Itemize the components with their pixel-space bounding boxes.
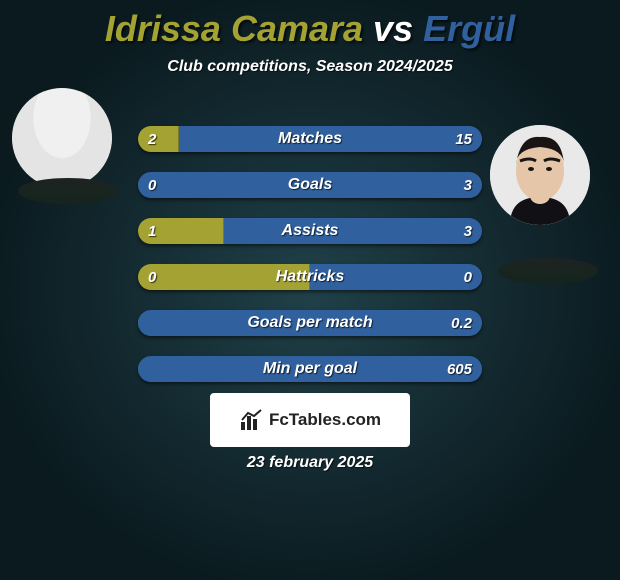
date-text: 23 february 2025 [0, 454, 620, 472]
stat-label: Hattricks [138, 264, 482, 290]
stat-row: 0.2Goals per match [138, 310, 482, 336]
stat-row: 13Assists [138, 218, 482, 244]
stat-row: 00Hattricks [138, 264, 482, 290]
subtitle: Club competitions, Season 2024/2025 [0, 58, 620, 76]
stat-row: 605Min per goal [138, 356, 482, 382]
stat-bars: 215Matches 03Goals 13Assists 00Hattricks 0.2… [138, 126, 482, 402]
stat-label: Matches [138, 126, 482, 152]
stat-label: Goals [138, 172, 482, 198]
player2-avatar [490, 125, 590, 225]
vs-text: vs [373, 8, 413, 49]
avatar-face-icon [490, 125, 590, 225]
player1-avatar [12, 88, 112, 188]
bars-icon [239, 408, 263, 432]
stat-row: 03Goals [138, 172, 482, 198]
player2-shadow [498, 258, 598, 284]
comparison-card: Idrissa Camara vs Ergül Club competition… [0, 0, 620, 580]
stat-label: Goals per match [138, 310, 482, 336]
player1-name: Idrissa Camara [105, 8, 363, 49]
stat-row: 215Matches [138, 126, 482, 152]
brand-text: FcTables.com [269, 410, 381, 430]
title: Idrissa Camara vs Ergül [0, 0, 620, 50]
player2-name: Ergül [423, 8, 515, 49]
stat-label: Assists [138, 218, 482, 244]
brand-logo: FcTables.com [210, 393, 410, 447]
player1-shadow [18, 178, 118, 204]
stat-label: Min per goal [138, 356, 482, 382]
